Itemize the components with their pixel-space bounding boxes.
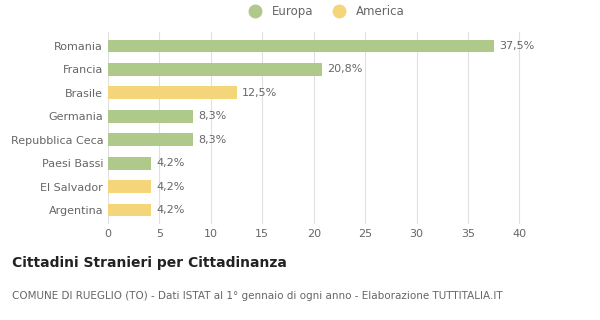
Text: 37,5%: 37,5% bbox=[499, 41, 534, 51]
Bar bbox=[108, 133, 193, 146]
Bar bbox=[108, 180, 151, 193]
Legend: Europa, America: Europa, America bbox=[244, 5, 404, 19]
Bar bbox=[108, 110, 193, 123]
Text: 4,2%: 4,2% bbox=[157, 158, 185, 168]
Bar bbox=[108, 204, 151, 216]
Bar bbox=[108, 40, 494, 52]
Text: 20,8%: 20,8% bbox=[327, 64, 362, 75]
Text: 8,3%: 8,3% bbox=[199, 111, 227, 121]
Text: Cittadini Stranieri per Cittadinanza: Cittadini Stranieri per Cittadinanza bbox=[12, 256, 287, 270]
Bar bbox=[108, 157, 151, 170]
Bar bbox=[108, 63, 322, 76]
Text: 4,2%: 4,2% bbox=[157, 205, 185, 215]
Text: 12,5%: 12,5% bbox=[242, 88, 277, 98]
Bar bbox=[108, 86, 236, 99]
Text: 8,3%: 8,3% bbox=[199, 135, 227, 145]
Text: COMUNE DI RUEGLIO (TO) - Dati ISTAT al 1° gennaio di ogni anno - Elaborazione TU: COMUNE DI RUEGLIO (TO) - Dati ISTAT al 1… bbox=[12, 291, 503, 301]
Text: 4,2%: 4,2% bbox=[157, 181, 185, 192]
